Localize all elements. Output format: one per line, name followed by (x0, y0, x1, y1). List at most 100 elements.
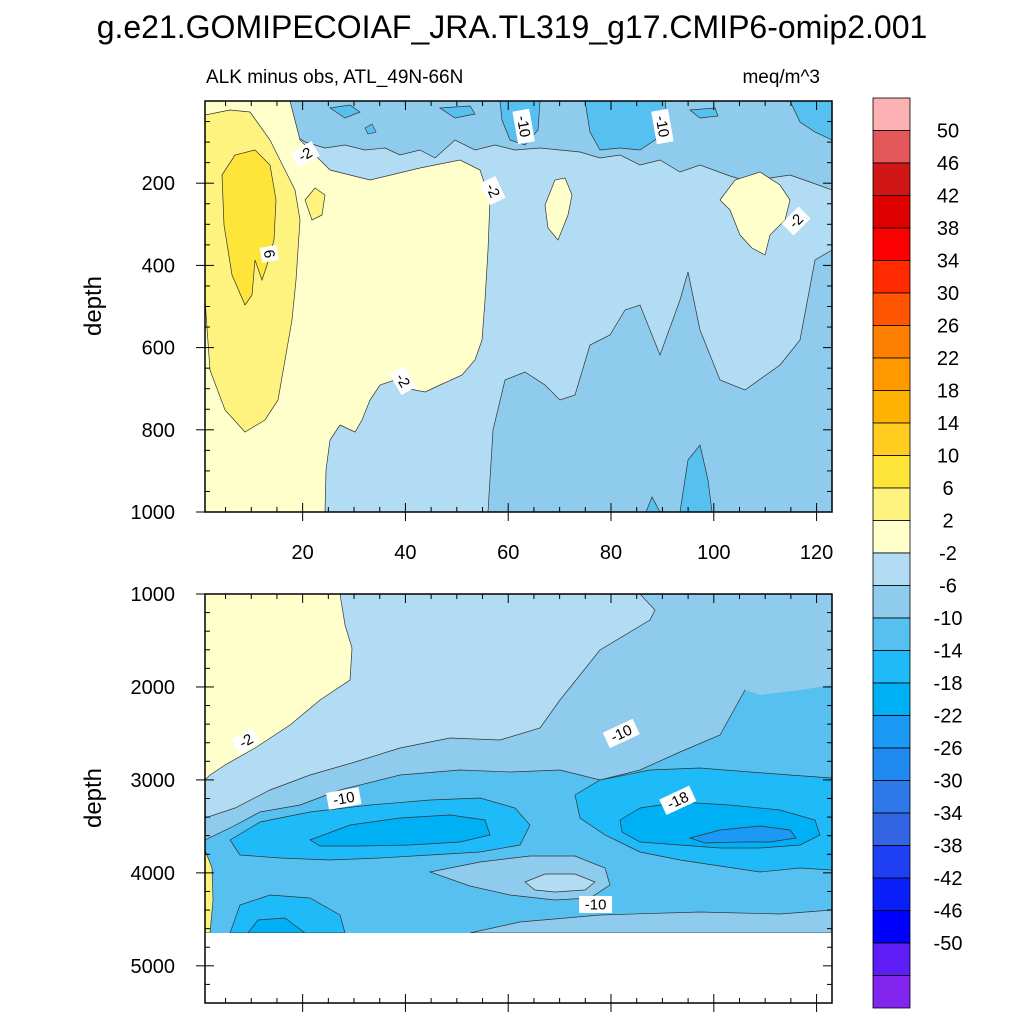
contour-label-text: 6 (260, 248, 278, 259)
y-tick-label: 400 (142, 255, 175, 277)
upper-panel: -2 -10 -10 -2 6 -2 -2 20 40 60 80 100 120 200 400 600… (80, 100, 833, 564)
lower-y-axis: 1000 2000 3000 4000 5000 (131, 584, 832, 1004)
colorbar-swatch (872, 227, 911, 261)
colorbar-swatch (872, 390, 911, 424)
region-fill (584, 101, 669, 151)
colorbar-label: 2 (942, 511, 953, 533)
colorbar: 50 46 42 38 34 30 26 22 18 14 10 6 2 -2 -6 -10 -14 -18 -22… (872, 97, 963, 1009)
contour-label-text: -10 (585, 896, 607, 913)
contour-label-box (579, 895, 613, 913)
contour-label-box (512, 108, 535, 145)
y-tick-label: 200 (142, 173, 175, 195)
region-fill (284, 101, 832, 191)
colorbar-label: 50 (937, 121, 959, 143)
colorbar-swatch (872, 682, 911, 716)
contour-label-box (480, 176, 506, 206)
colorbar-swatch (872, 747, 911, 781)
x-tick-label: 100 (697, 542, 730, 564)
region-fill (689, 107, 719, 119)
colorbar-swatch (872, 780, 911, 814)
colorbar-swatch (872, 325, 911, 359)
colorbar-swatch (872, 650, 911, 684)
colorbar-label: -22 (934, 706, 963, 728)
x-tick-label: 80 (600, 542, 622, 564)
contour-label: -2 (389, 365, 417, 396)
no-data-area (205, 933, 832, 1003)
region-fill (364, 123, 377, 135)
colorbar-label: -14 (934, 641, 963, 663)
colorbar-label: 34 (937, 251, 959, 273)
colorbar-label: 18 (937, 381, 959, 403)
region-fill (487, 249, 832, 512)
region-fill (524, 873, 596, 893)
panel-subtitle-left: ALK minus obs, ATL_49N-66N (206, 67, 463, 88)
region-fill (688, 825, 797, 844)
colorbar-swatch (872, 357, 911, 391)
colorbar-swatch (872, 520, 911, 554)
contour-label-box (659, 785, 697, 816)
colorbar-label: -2 (939, 543, 957, 565)
y-tick-label: 2000 (131, 677, 176, 699)
region-fill (304, 187, 326, 221)
colorbar-label: -34 (934, 803, 963, 825)
upper-x-axis: 20 40 60 80 100 120 (225, 101, 833, 564)
upper-contour-labels: -2 -10 -10 -2 6 -2 -2 (259, 108, 811, 396)
contour-label: -10 (579, 895, 613, 913)
x-tick-label: 120 (800, 542, 833, 564)
upper-y-axis-label: depth (80, 276, 107, 336)
colorbar-swatch (872, 455, 911, 489)
y-tick-label: 600 (142, 338, 175, 360)
region-fill (789, 101, 832, 141)
contour-label: -2 (480, 176, 506, 206)
colorbar-swatch (872, 195, 911, 229)
colorbar-label: -50 (934, 933, 963, 955)
contour-label-box (389, 365, 417, 396)
region-fill (309, 814, 491, 847)
y-tick-label: 1000 (131, 502, 176, 524)
region-fill (544, 177, 573, 241)
lower-y-axis-label: depth (80, 768, 107, 828)
colorbar-swatch (872, 260, 911, 294)
region-fill (329, 104, 361, 119)
region-fill (645, 496, 661, 512)
colorbar-label: 10 (937, 446, 959, 468)
contour-label: -2 (231, 727, 261, 755)
chart-title: g.e21.GOMIPECOIAF_JRA.TL319_g17.CMIP6-om… (97, 9, 928, 45)
panel-subtitle-units: meq/m^3 (742, 67, 820, 88)
region-fill (700, 594, 832, 695)
contour-label: -10 (326, 787, 362, 810)
region-fill (221, 149, 277, 306)
contour-label-text: -10 (332, 789, 356, 810)
colorbar-swatch (872, 552, 911, 586)
contour-label-box (651, 108, 674, 145)
region-fill (719, 171, 791, 256)
colorbar-label: -42 (934, 868, 963, 890)
colorbar-label: -26 (934, 738, 963, 760)
contour-label-box (602, 718, 640, 749)
contour-label: -2 (290, 141, 320, 168)
y-tick-label: 4000 (131, 863, 176, 885)
colorbar-swatch (872, 162, 911, 196)
colorbar-label: 46 (937, 153, 959, 175)
colorbar-swatch (872, 585, 911, 619)
contour-label: -10 (651, 108, 674, 145)
colorbar-swatch (872, 97, 911, 131)
colorbar-label: 38 (937, 218, 959, 240)
colorbar-swatch (872, 617, 911, 651)
colorbar-swatch (872, 942, 911, 976)
contour-label-box (326, 787, 362, 810)
colorbar-label: 26 (937, 316, 959, 338)
region-fill (205, 594, 353, 781)
y-tick-label: 5000 (131, 956, 176, 978)
x-tick-label: 60 (497, 542, 519, 564)
colorbar-label: -18 (934, 673, 963, 695)
colorbar-swatch (872, 487, 911, 521)
colorbar-label: 14 (937, 413, 959, 435)
colorbar-swatch (872, 715, 911, 749)
colorbar-label: -38 (934, 836, 963, 858)
colorbar-swatch (872, 422, 911, 456)
colorbar-label: -46 (934, 901, 963, 923)
contour-label: -10 (512, 108, 535, 145)
contour-label-box (231, 727, 261, 755)
